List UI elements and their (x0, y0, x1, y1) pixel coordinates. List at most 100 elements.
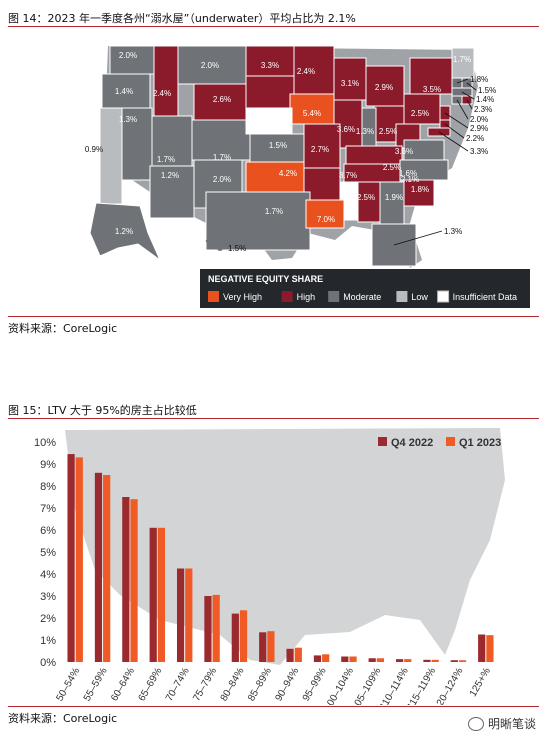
state-value-ok: 4.2% (279, 169, 297, 178)
state-value-fl: 1.3% (444, 227, 462, 236)
state-value-ky: 2.5% (383, 163, 401, 172)
negative-equity-map: 2.0% 1.4% 2.4% 2.0% 3.3% 2.4% 3.1% 2.9% 3.5% 1.7%… (85, 45, 530, 308)
x-tick-label: 90–94% (273, 666, 301, 703)
state-value-ma: 1.4% (476, 95, 494, 104)
source-rule-2 (8, 706, 539, 707)
watermark-text: 明晰笔谈 (487, 717, 536, 731)
figure-15-title: 图 15：LTV 大于 95%的房主占比较低 (8, 404, 197, 417)
y-tick-label: 1% (40, 635, 56, 647)
bar-0-10 (341, 656, 349, 662)
map-legend-title: NEGATIVE EQUITY SHARE (208, 274, 323, 284)
state-value-me: 1.7% (453, 55, 471, 64)
watermark: 明晰笔谈 (467, 715, 536, 732)
legend-swatch-1 (281, 291, 293, 302)
bar-0-13 (423, 659, 431, 662)
bar-0-9 (313, 655, 322, 662)
legend-label-2: Moderate (343, 292, 381, 302)
bar-1-2 (130, 499, 138, 662)
state-al (357, 181, 381, 223)
bar-1-7 (267, 631, 275, 662)
legend-swatch-2 (328, 291, 340, 302)
x-tick-label: 95–99% (301, 666, 329, 703)
ltv-bar-chart: 0% 1% 2% 3% 4% 5% 6% 7% 8% 9% 10% 50–54% 55–59% 60–6… (34, 428, 505, 705)
state-wi (333, 57, 367, 101)
bar-1-14 (458, 660, 467, 662)
source-rule (8, 316, 539, 317)
wechat-icon (467, 716, 484, 731)
state-value-wi: 3.1% (341, 79, 359, 88)
state-value-mo: 2.7% (311, 145, 329, 154)
state-value-nm: 2.0% (213, 175, 231, 184)
bar-1-5 (212, 594, 220, 662)
state-value-il: 3.6% (337, 125, 355, 134)
state-value-oh: 2.5% (379, 127, 397, 136)
legend-swatch-3 (396, 291, 408, 302)
bar-0-7 (259, 632, 267, 662)
state-value-mi: 2.9% (375, 83, 393, 92)
bar-1-15 (486, 635, 494, 662)
bar-1-12 (404, 659, 412, 662)
bar-1-0 (75, 457, 83, 662)
state-value-ut: 1.7% (157, 155, 175, 164)
state-fl (371, 223, 417, 267)
y-tick-label: 2% (40, 613, 56, 625)
bar-0-3 (149, 527, 157, 662)
state-value-wy: 2.6% (213, 95, 231, 104)
x-tick-label: 125+% (468, 666, 493, 699)
state-ky (345, 145, 403, 165)
state-tx (205, 191, 311, 251)
state-mi (365, 65, 405, 107)
x-tick-label: 60–64% (109, 666, 137, 703)
state-value-nc: 1.8% (411, 185, 429, 194)
bar-0-0 (67, 454, 75, 662)
state-value-ca: 0.9% (85, 145, 103, 154)
x-tick-label: 55–59% (82, 666, 110, 703)
bar-1-10 (349, 656, 357, 662)
state-value-ia: 5.4% (303, 109, 321, 118)
state-value-de: 2.2% (466, 134, 484, 143)
legend-swatch-4 (437, 290, 450, 303)
x-tick-label: 50–54% (54, 666, 82, 703)
state-value-nd: 3.3% (261, 61, 279, 70)
x-tick-label: 75–79% (191, 666, 219, 703)
alaska-shape (89, 202, 162, 262)
bar-0-2 (122, 497, 130, 662)
state-mn (293, 45, 335, 95)
state-value-va: 1.6% (399, 169, 417, 178)
figure-14-title: 图 14：2023 年一季度各州“溺水屋”（underwater）平均占比为 2… (8, 12, 356, 25)
bar-0-15 (478, 634, 486, 662)
x-tick-label: 65–69% (137, 666, 165, 703)
title-rule (8, 26, 539, 27)
legend-label-1: High (297, 292, 316, 302)
legend-swatch-series-0 (378, 437, 387, 446)
legend-swatch-series-1 (446, 437, 455, 446)
hawaii-label: 1.5% (228, 244, 246, 253)
state-value-in: 1.3% (356, 127, 374, 136)
y-tick-label: 6% (40, 525, 56, 537)
state-sc (403, 179, 435, 207)
bar-1-8 (294, 647, 302, 662)
y-tick-label: 5% (40, 547, 56, 559)
state-value-sd: 3.3% (261, 115, 279, 124)
y-tick-label: 0% (40, 657, 56, 669)
state-value-co: 1.7% (213, 153, 231, 162)
state-value-nv: 1.3% (119, 115, 137, 124)
y-tick-label: 4% (40, 569, 56, 581)
bar-1-3 (157, 527, 166, 662)
bar-1-6 (239, 610, 248, 662)
state-value-sc: 2.1% (401, 175, 419, 184)
legend-label-series-1: Q1 2023 (459, 437, 501, 449)
y-tick-label: 7% (40, 503, 56, 515)
bar-1-1 (103, 475, 111, 662)
state-ny (409, 57, 453, 95)
x-tick-label: 80–84% (219, 666, 247, 703)
state-value-az: 1.2% (161, 171, 179, 180)
bar-1-13 (431, 659, 439, 662)
alaska-label: 1.2% (115, 227, 133, 236)
state-value-vt: 1.8% (470, 75, 488, 84)
figure-15-source: 资料来源：CoreLogic (8, 712, 118, 725)
state-ga (379, 181, 405, 225)
state-value-id: 2.4% (153, 89, 171, 98)
state-value-tx: 1.7% (265, 207, 283, 216)
legend-label-3: Low (411, 292, 428, 302)
